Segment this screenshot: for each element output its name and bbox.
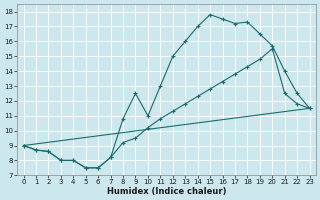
X-axis label: Humidex (Indice chaleur): Humidex (Indice chaleur) (107, 187, 226, 196)
